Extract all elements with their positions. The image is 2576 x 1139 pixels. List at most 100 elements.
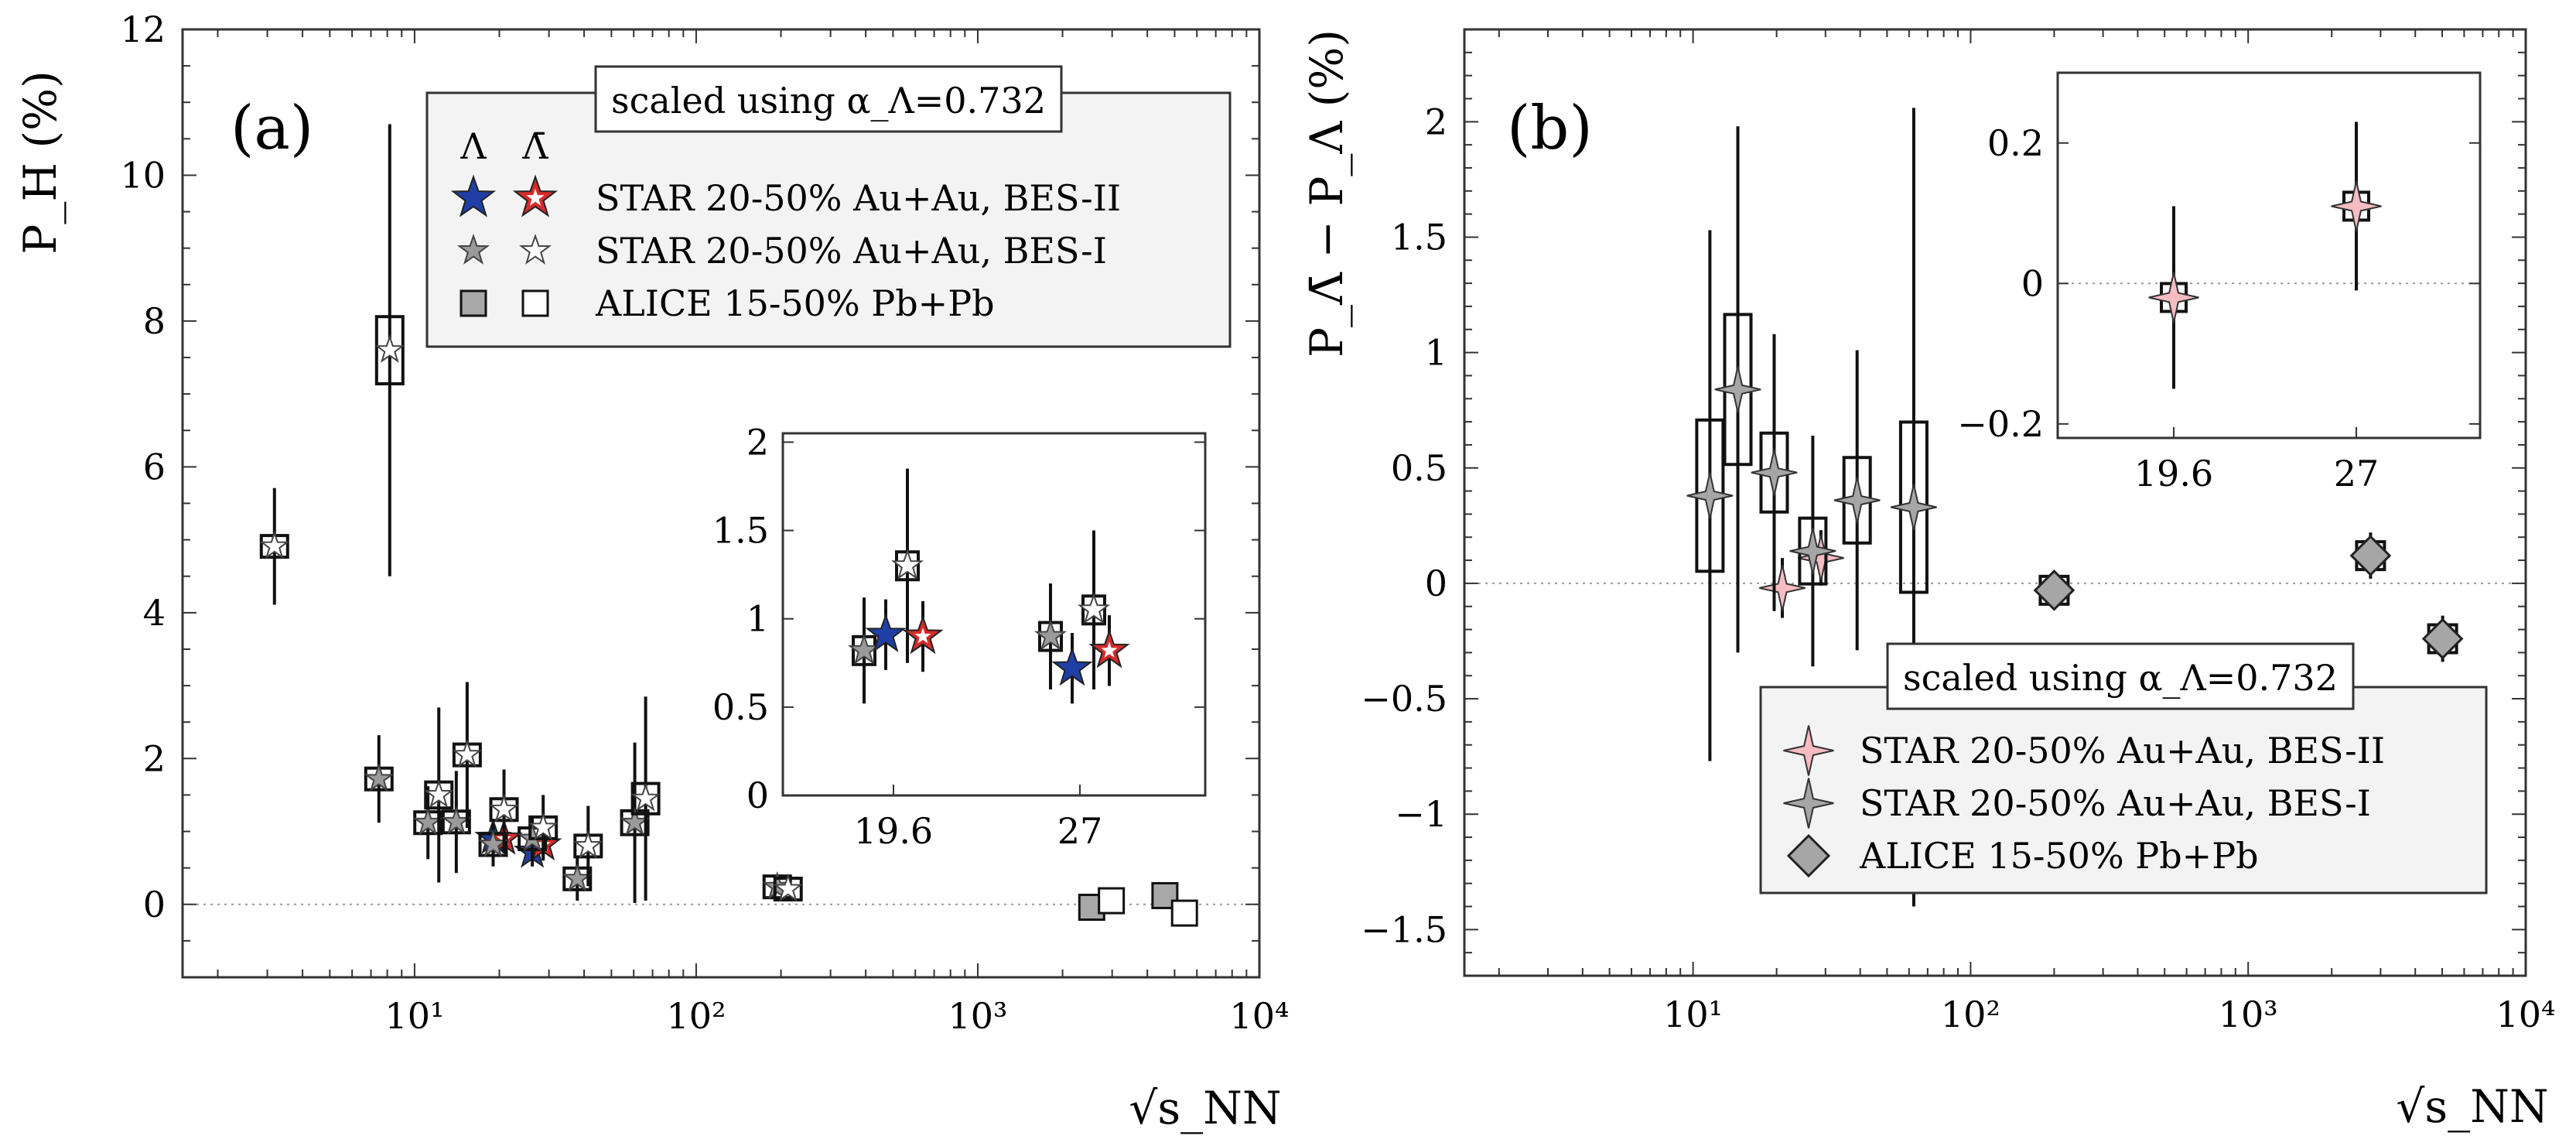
- legend-marker-bes1-antilambda: [518, 233, 552, 265]
- legend-header-lambda: Λ: [460, 125, 487, 167]
- data-point: [1714, 366, 1761, 413]
- inset-data-point: [890, 549, 924, 580]
- data-point: [259, 530, 290, 559]
- inset-data-point-core: [914, 628, 931, 644]
- inset-y-tick-label: 1.5: [712, 510, 769, 552]
- data-point: [2033, 570, 2075, 611]
- panel-b-tick-layer: −1.5 −1 −0.5 0 0.5 1 1.5 2 10¹ 10² 10³ 10⁴: [1361, 29, 2555, 1035]
- panel-a-inset: 0 0.5 1 1.5 2 19.6 27: [712, 421, 1207, 852]
- data-point: [573, 830, 603, 859]
- data-point: [364, 763, 395, 792]
- legend-entry-bes1: STAR 20-50% Au+Au, BES-I: [596, 230, 1107, 272]
- inset-a-data-layer: [847, 468, 1130, 704]
- inset-b-tick-layer: −0.2 0 0.2 19.6 27: [1957, 122, 2480, 494]
- inset-y-tick-label: 0: [746, 775, 769, 816]
- panel-b-y-axis-label: P_Λ̄ − P_Λ (%): [1300, 29, 1353, 357]
- inset-b-frame: [2056, 71, 2482, 440]
- legend-b-entry-bes1: STAR 20-50% Au+Au, BES-I: [1860, 782, 2371, 824]
- legend-header-antilambda: Λ̄: [521, 125, 548, 167]
- legend-note: scaled using α_Λ=0.732: [611, 80, 1046, 121]
- data-point: [773, 873, 803, 902]
- inset-data-point: [865, 613, 907, 652]
- y-tick-label: −1.5: [1361, 908, 1447, 950]
- legend-entry-bes2: STAR 20-50% Au+Au, BES-II: [596, 177, 1121, 219]
- inset-y-tick-label: 0.5: [712, 686, 769, 728]
- data-point: [1098, 887, 1126, 915]
- data-point: [1797, 535, 1844, 582]
- y-tick-label: 1.5: [1391, 216, 1447, 258]
- inset-y-tick-label: 1: [746, 598, 769, 640]
- y-tick-label: 1: [1425, 332, 1447, 374]
- inset-x-tick-label: 19.6: [854, 810, 933, 852]
- legend-b-note-box: [1886, 642, 2355, 710]
- y-tick-label: 6: [143, 446, 166, 487]
- data-point: [2349, 535, 2392, 576]
- data-point: [1170, 899, 1198, 927]
- data-point: [374, 334, 405, 363]
- data-point: [489, 794, 519, 823]
- legend-b-marker-alice: [1786, 833, 1831, 878]
- y-tick-label: 0: [143, 884, 166, 925]
- legend-b-markers: [1783, 725, 1834, 878]
- panel-b-legend: scaled using α_Λ=0.732 STAR 20-50% Au+Au…: [1759, 642, 2488, 894]
- legend-markers: [450, 174, 559, 317]
- panel-a-legend: scaled using α_Λ=0.732 Λ Λ̄ STAR 20-50% …: [425, 65, 1232, 348]
- y-tick-label: 4: [143, 592, 166, 634]
- panel-a-x-axis-label: √s_NN: [1129, 1082, 1281, 1134]
- inset-data-point-core: [1101, 641, 1118, 658]
- x-tick-label: 10¹: [1663, 994, 1723, 1035]
- legend-marker-bes1-lambda: [456, 233, 490, 265]
- x-tick-label: 10⁴: [2496, 994, 2556, 1035]
- inset-x-tick-label: 19.6: [2134, 453, 2213, 494]
- y-tick-label: −0.5: [1361, 678, 1447, 720]
- data-point: [424, 779, 454, 808]
- legend-b-note: scaled using α_Λ=0.732: [1903, 657, 2338, 699]
- x-tick-label: 10³: [2219, 994, 2278, 1035]
- y-tick-label: −1: [1395, 793, 1447, 835]
- panel-a-frame: [181, 28, 1261, 979]
- data-point: [1890, 484, 1937, 531]
- legend-b-entry-bes2: STAR 20-50% Au+Au, BES-II: [1860, 730, 2385, 771]
- inset-y-tick-label: 0.2: [1987, 122, 2044, 164]
- y-tick-label: 2: [143, 737, 166, 779]
- x-tick-label: 10¹: [384, 995, 444, 1037]
- legend-b-entry-alice: ALICE 15-50% Pb+Pb: [1859, 835, 2259, 877]
- legend-marker-alice-antilambda: [521, 289, 549, 317]
- inset-data-point: [1077, 593, 1111, 624]
- sys-box: [374, 315, 405, 386]
- inset-x-tick-label: 27: [2334, 453, 2380, 494]
- y-tick-label: 10: [120, 154, 166, 196]
- data-point: [1751, 449, 1798, 496]
- legend-marker-bes2-lambda: [450, 174, 497, 217]
- legend-marker-bes2-antilambda-core: [526, 188, 545, 206]
- inset-x-tick-label: 27: [1057, 810, 1103, 852]
- inset-data-point: [2148, 272, 2199, 323]
- x-tick-label: 10⁴: [1230, 995, 1290, 1037]
- inset-data-point: [1033, 619, 1068, 651]
- inset-a-tick-layer: 0 0.5 1 1.5 2 19.6 27: [712, 421, 1205, 852]
- panel-b-frame: [1463, 28, 2527, 977]
- inset-y-tick-label: 0: [2021, 262, 2044, 304]
- data-point: [528, 812, 559, 841]
- y-tick-label: 0: [1425, 563, 1447, 604]
- y-tick-label: 2: [1425, 101, 1447, 142]
- inset-data-point: [1051, 646, 1093, 686]
- panel-a-data-layer: [259, 124, 1198, 927]
- legend-entry-alice: ALICE 15-50% Pb+Pb: [595, 282, 995, 324]
- data-point: [1789, 528, 1836, 575]
- y-tick-label: 0.5: [1391, 447, 1447, 489]
- x-tick-label: 10²: [1941, 994, 2000, 1035]
- legend-b-marker-bes1: [1783, 778, 1834, 829]
- legend-box: [425, 91, 1232, 348]
- legend-b-marker-bes2: [1783, 725, 1834, 776]
- inset-y-tick-label: 2: [746, 421, 769, 463]
- panel-a-label: (a): [231, 94, 313, 163]
- legend-b-box: [1759, 686, 2488, 894]
- panel-a-y-axis-label: P_H (%): [14, 70, 67, 254]
- panel-b: −1.5 −1 −0.5 0 0.5 1 1.5 2 10¹ 10² 10³ 10⁴ (b) P_Λ̄…: [1300, 28, 2555, 1133]
- data-point: [1686, 472, 1734, 519]
- inset-a-frame: [781, 432, 1207, 797]
- inset-y-tick-label: −0.2: [1957, 403, 2044, 445]
